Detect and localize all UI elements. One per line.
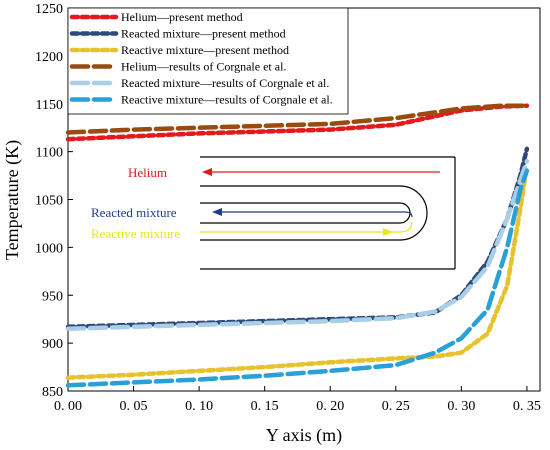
legend-label: Helium—results of Corgnale et al. (121, 60, 286, 74)
y-tick-label: 1000 (35, 241, 63, 256)
y-tick-label: 1100 (36, 146, 63, 161)
inset-background (200, 157, 455, 270)
inset-helium-label: Helium (128, 165, 167, 180)
x-axis-ticks: 0. 00 0. 05 0. 10 0. 15 0. 20 0. 25 0. 30 0. 35 (54, 386, 541, 414)
reactive-arrow-head (383, 228, 393, 236)
inset-reactive-mixture-label: Reactive mixture (91, 226, 180, 241)
legend-label: Reacted mixture—present method (121, 27, 286, 41)
y-tick-label: 1050 (35, 194, 63, 209)
series-line (65, 158, 530, 332)
legend-label: Reactive mixture—results of Corgnale et … (121, 93, 333, 107)
series-line (65, 163, 530, 380)
y-tick-label: 1150 (36, 98, 63, 113)
x-tick-label: 0. 15 (251, 399, 279, 414)
x-tick-label: 0. 10 (185, 399, 213, 414)
x-tick-label: 0. 25 (382, 399, 410, 414)
series-line (65, 103, 530, 135)
inset-u-tube-outer (200, 185, 428, 241)
reactive-flow-arrow (200, 221, 413, 233)
series-layer (65, 103, 530, 388)
y-tick-label: 900 (42, 337, 63, 352)
inset-reacted-mixture-label: Reacted mixture (91, 205, 177, 220)
y-tick-label: 850 (42, 385, 63, 400)
reacted-arrow-head (212, 208, 222, 216)
y-tick-label: 950 (42, 289, 63, 304)
x-tick-label: 0. 05 (120, 399, 148, 414)
y-tick-label: 1200 (35, 50, 63, 65)
y-axis-title: Temperature (K) (2, 140, 23, 260)
chart-legend: Helium—present method Reacted mixture—pre… (67, 7, 349, 115)
x-axis-title: Y axis (m) (266, 425, 342, 446)
legend-label: Reactive mixture—present method (121, 43, 289, 57)
x-tick-label: 0. 20 (316, 399, 344, 414)
helium-arrow-head (202, 168, 212, 176)
legend-label: Reacted mixture—results of Corgnale et a… (121, 76, 329, 90)
legend-label: Helium—present method (121, 10, 243, 24)
x-tick-label: 0. 30 (447, 399, 475, 414)
x-tick-label: 0. 00 (54, 399, 82, 414)
reacted-flow-arrow (216, 211, 413, 218)
x-tick-label: 0. 35 (513, 399, 541, 414)
legend-box (67, 7, 349, 115)
y-tick-label: 1250 (35, 2, 63, 17)
series-line (65, 168, 530, 388)
y-axis-ticks: 850 900 950 1000 1050 1100 1150 1200 1250 (35, 2, 73, 400)
flow-inset-diagram: Helium Reacted mixture Reactive mixture (91, 156, 456, 270)
